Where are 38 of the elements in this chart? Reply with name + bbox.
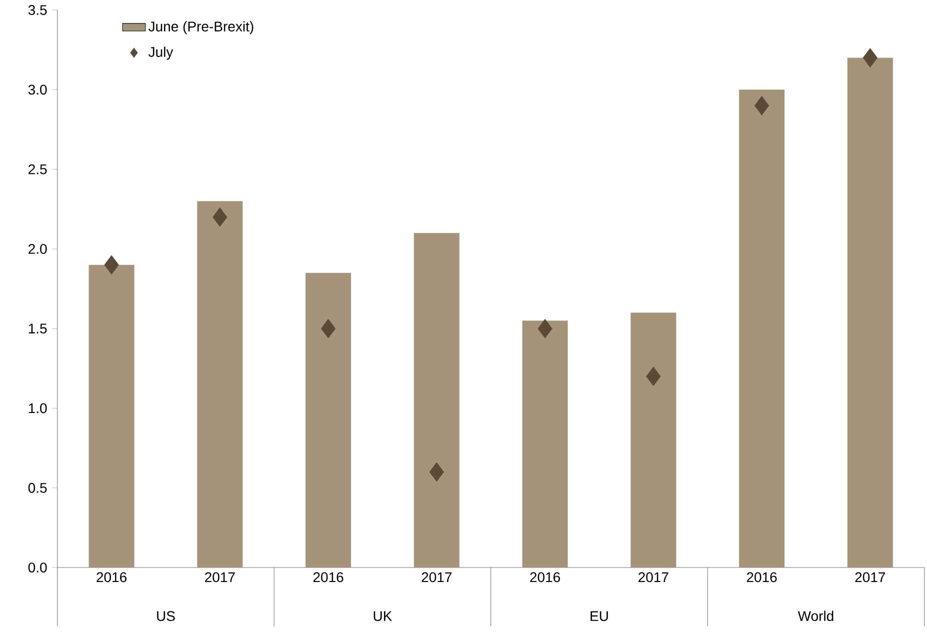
point (212, 207, 228, 227)
y-tick-label: 0.5 (28, 482, 47, 493)
x-tick-label: 2017 (422, 572, 452, 582)
point (862, 48, 878, 68)
text: US (157, 611, 175, 621)
bar (88, 264, 134, 568)
bar (414, 232, 460, 568)
x-tick-label: 2016 (313, 572, 344, 582)
bar (306, 272, 352, 568)
x-tick-label: 2017 (205, 572, 235, 582)
text: UK (374, 611, 392, 621)
legend-label: July (148, 46, 174, 60)
x-tick-label: 2017 (855, 572, 886, 582)
text: World (798, 610, 834, 621)
bar (522, 320, 568, 568)
y-tick-label: 0.0 (28, 562, 47, 572)
bar (630, 312, 676, 568)
text: EU (590, 611, 608, 621)
x-tick-label: 2016 (530, 572, 560, 582)
x-tick-label: 2016 (96, 572, 127, 582)
y-tick-label: 3.0 (28, 84, 47, 95)
point (429, 462, 444, 482)
y-tick-label: 3.5 (28, 4, 47, 15)
y-tick-label: 1.0 (28, 403, 47, 414)
bar (847, 58, 893, 568)
x-tick-label: 2016 (746, 572, 777, 582)
point (646, 366, 661, 386)
legend-label: June (Pre-Brexit) (148, 21, 254, 34)
x-tick-label: 2017 (638, 572, 668, 582)
y-tick-label: 2.5 (28, 164, 47, 174)
point (104, 255, 119, 274)
y-tick-label: 2.0 (28, 244, 47, 254)
point (321, 318, 336, 338)
point (754, 96, 770, 116)
point (538, 318, 552, 338)
bar (739, 90, 785, 568)
y-tick-label: 1.5 (28, 324, 47, 334)
bar (197, 201, 243, 568)
